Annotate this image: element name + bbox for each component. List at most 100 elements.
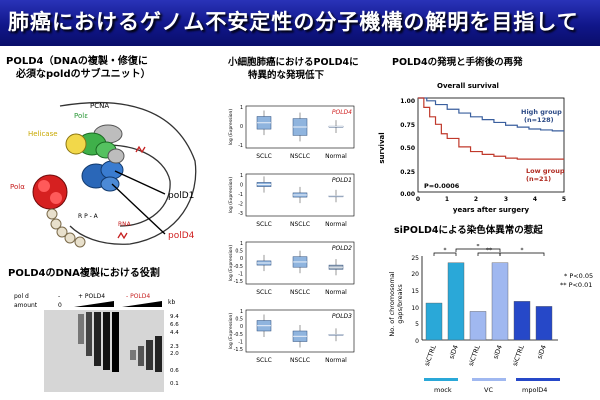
boxplot-ylabel: log (Expression) <box>228 245 234 281</box>
title-banner: 肺癌におけるゲノム不安定性の分子機構の解明を目指して <box>0 0 600 46</box>
row-pold-minus: - <box>58 293 60 300</box>
boxplot-frame-POLD2 <box>245 241 355 285</box>
boxplot-ytick: -3 <box>238 211 243 217</box>
sig-legend-2: ** P<0.01 <box>560 281 592 289</box>
helicase <box>65 133 87 155</box>
expression-boxplots: POLD4 log (Expression) 1 0 -1 SCLC NSCLC Normal… <box>228 105 355 364</box>
boxplot-category-SCLC: SCLC <box>256 357 272 364</box>
boxplot-ytick: 0 <box>240 124 243 130</box>
label-rna: RNA <box>118 221 132 228</box>
dna-strand-inner <box>94 144 171 227</box>
boxplot-ylabel: log (Expression) <box>228 313 234 349</box>
survival-curve-high <box>418 97 564 132</box>
label-helicase: Helicase <box>28 130 58 138</box>
kb-tick-7: 0.1 <box>170 381 179 387</box>
boxplot-ytick: 0 <box>240 324 243 330</box>
kb-tick-3: 4.4 <box>170 330 179 336</box>
boxplot-ylabel: log (Expression) <box>228 109 234 145</box>
row-pold-label: pol d <box>14 293 29 300</box>
expression-heading-line1: 小細胞肺癌におけるPOLD4に <box>228 57 359 68</box>
kb-tick-4: 2.3 <box>170 344 179 350</box>
survival-xticks: 0 1 2 3 4 5 <box>416 196 566 203</box>
gel-bands <box>78 312 162 372</box>
survival-yticks: 1.00 0.75 0.50 0.25 0.00 <box>400 98 415 198</box>
boxplot-ytick: 1 <box>240 241 243 247</box>
boxplot-ytick: 1 <box>240 309 243 315</box>
survival-ylabel: survival <box>378 132 386 163</box>
group-label-vc: VC <box>484 386 493 394</box>
sig-mark: * <box>444 247 447 254</box>
bar-category-label: siD4 <box>491 344 503 360</box>
pol-alpha <box>32 174 68 210</box>
group-label-mock: mock <box>434 386 452 394</box>
survival-ytick: 0.75 <box>400 122 415 129</box>
bar-category-label: siCTRL <box>423 344 438 368</box>
kb-tick-1: 9.4 <box>170 314 179 320</box>
bar-ylabel-1: No. of chromosomal <box>388 271 396 336</box>
boxplot-frame-POLD1 <box>245 173 355 217</box>
bar-ytick: 25 <box>411 255 419 262</box>
row-pold-plus: + POLD4 <box>78 293 105 300</box>
boxplot-category-Normal: Normal <box>325 357 347 364</box>
bar-ytick: 5 <box>415 321 419 328</box>
boxplot-ytick: -1 <box>238 143 243 149</box>
survival-xlabel: years after surgery <box>453 206 530 214</box>
kb-tick-5: 2.0 <box>170 351 179 357</box>
row-pold-minus4: - POLD4 <box>126 293 150 300</box>
replication-fork-diagram: PCNA Polε Helicase Polα Polδ R P - A RNA… <box>10 101 197 248</box>
group-bar-mpold4 <box>516 378 560 381</box>
survival-xtick: 3 <box>504 196 508 203</box>
bar-VC-siD4 <box>491 262 509 341</box>
high-group-label: High group <box>521 108 562 116</box>
pold4-heading-line1: POLD4（DNAの複製・修復に <box>6 56 148 67</box>
survival-xtick: 1 <box>445 196 449 203</box>
kb-label: kb <box>168 299 175 306</box>
boxplot-ytick: 1 <box>240 105 243 111</box>
label-pold4: polD4 <box>168 231 195 241</box>
survival-xtick: 2 <box>474 196 478 203</box>
survival-ytick: 1.00 <box>400 98 415 105</box>
bar-yticks: 25 20 15 10 5 0 <box>411 255 419 345</box>
rna-primer <box>117 231 128 240</box>
survival-ytick: 0.50 <box>400 145 415 152</box>
dna-strand-outer <box>59 101 197 245</box>
kb-tick-6: 0.6 <box>170 368 179 374</box>
label-rpa: R P - A <box>78 213 99 220</box>
bar-VC-siCTRL <box>469 311 487 341</box>
bar-ytick: 15 <box>411 288 419 295</box>
boxplot-gene-POLD3: POLD3 <box>332 313 352 320</box>
bar-mock-siCTRL <box>425 302 443 341</box>
boxplot-ytick: 0 <box>240 256 243 262</box>
sig-mark: * <box>521 247 524 254</box>
survival-curve-low <box>418 97 564 160</box>
bar-ylabel-2: gaps/breaks <box>396 284 404 324</box>
low-group-n: (n=21) <box>526 175 551 183</box>
boxplot-ytick: -1.5 <box>234 347 243 353</box>
survival-chart: Overall survival survival 1.00 0.75 0.50… <box>378 82 566 214</box>
kb-tick-2: 6.6 <box>170 322 179 328</box>
boxplot-category-Normal: Normal <box>325 289 347 296</box>
group-bar-vc <box>472 378 506 381</box>
bar-mock-siD4 <box>447 262 465 341</box>
bar-category-label: siD4 <box>447 344 459 360</box>
sig-mark: ** <box>486 247 492 254</box>
significance-brackets <box>433 248 545 256</box>
survival-title: Overall survival <box>437 82 499 90</box>
boxplot-category-SCLC: SCLC <box>256 153 272 160</box>
boxplot-category-NSCLC: NSCLC <box>290 221 310 228</box>
bar-mpolD4-siCTRL <box>513 301 531 341</box>
boxplot-category-SCLC: SCLC <box>256 289 272 296</box>
row-amount-value: 0 <box>58 302 62 309</box>
high-group-n: (n=128) <box>524 116 554 124</box>
bar-ytick: 0 <box>415 338 419 345</box>
boxplot-category-NSCLC: NSCLC <box>290 289 310 296</box>
bar-ytick: 10 <box>411 305 419 312</box>
low-group-label: Low group <box>526 167 565 175</box>
survival-xtick: 4 <box>533 196 537 203</box>
boxplot-ytick: 1 <box>240 173 243 179</box>
bar-mpolD4-siD4 <box>535 306 553 341</box>
boxplot-ytick: -0.5 <box>234 332 243 338</box>
boxplot-frame-POLD4 <box>245 105 355 149</box>
label-pol-e: Polε <box>74 112 88 120</box>
survival-ytick: 0.25 <box>400 169 415 176</box>
